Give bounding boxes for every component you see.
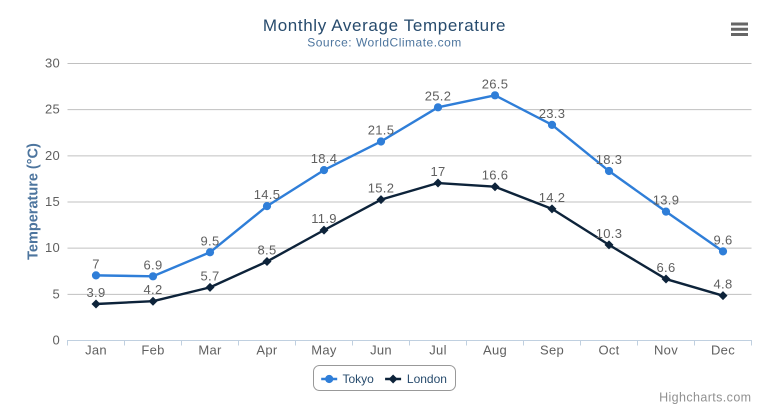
svg-text:30: 30	[45, 56, 60, 71]
svg-text:10.3: 10.3	[596, 226, 623, 241]
svg-text:15: 15	[45, 194, 60, 209]
svg-text:Jun: Jun	[370, 343, 392, 358]
svg-text:Dec: Dec	[711, 343, 735, 358]
svg-text:21.5: 21.5	[368, 122, 395, 137]
svg-text:London: London	[407, 372, 447, 386]
svg-text:3.9: 3.9	[87, 285, 106, 300]
svg-text:Monthly Average Temperature: Monthly Average Temperature	[263, 16, 506, 35]
svg-text:17: 17	[430, 164, 445, 179]
svg-text:Tokyo: Tokyo	[343, 372, 375, 386]
svg-text:18.3: 18.3	[596, 152, 623, 167]
svg-text:10: 10	[45, 240, 60, 255]
svg-text:Highcharts.com: Highcharts.com	[659, 391, 751, 405]
svg-text:7: 7	[92, 256, 100, 271]
svg-text:13.9: 13.9	[653, 193, 680, 208]
svg-text:16.6: 16.6	[482, 168, 509, 183]
svg-text:Apr: Apr	[256, 343, 278, 358]
svg-text:23.3: 23.3	[539, 106, 566, 121]
svg-text:Temperature (°C): Temperature (°C)	[26, 143, 42, 260]
svg-text:Oct: Oct	[598, 343, 619, 358]
svg-text:14.5: 14.5	[254, 187, 281, 202]
svg-text:11.9: 11.9	[311, 211, 337, 226]
svg-text:25.2: 25.2	[425, 88, 452, 103]
svg-text:Nov: Nov	[654, 343, 678, 358]
svg-text:5.7: 5.7	[201, 268, 220, 283]
svg-text:8.5: 8.5	[258, 243, 277, 258]
svg-text:5: 5	[52, 286, 60, 301]
svg-text:25: 25	[45, 102, 60, 117]
svg-text:Aug: Aug	[483, 343, 507, 358]
svg-text:18.4: 18.4	[311, 151, 338, 166]
svg-text:0: 0	[52, 333, 60, 348]
svg-text:14.2: 14.2	[539, 190, 566, 205]
svg-text:20: 20	[45, 148, 60, 163]
svg-text:Sep: Sep	[540, 343, 564, 358]
svg-text:6.9: 6.9	[144, 257, 163, 272]
svg-text:Source: WorldClimate.com: Source: WorldClimate.com	[307, 36, 462, 50]
svg-text:26.5: 26.5	[482, 76, 509, 91]
svg-text:9.6: 9.6	[714, 232, 733, 247]
svg-text:4.2: 4.2	[144, 282, 163, 297]
svg-text:Jan: Jan	[85, 343, 107, 358]
svg-text:Mar: Mar	[198, 343, 222, 358]
svg-text:9.5: 9.5	[201, 233, 220, 248]
svg-text:May: May	[311, 343, 337, 358]
svg-text:Jul: Jul	[429, 343, 447, 358]
svg-text:Feb: Feb	[141, 343, 164, 358]
svg-text:6.6: 6.6	[657, 260, 676, 275]
svg-text:4.8: 4.8	[714, 277, 733, 292]
svg-text:15.2: 15.2	[368, 181, 395, 196]
